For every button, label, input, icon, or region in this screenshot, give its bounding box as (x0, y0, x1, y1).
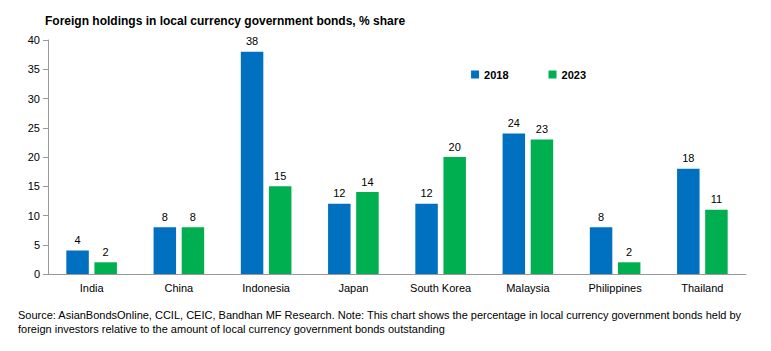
svg-text:Indonesia: Indonesia (242, 282, 291, 294)
svg-text:5: 5 (34, 239, 40, 251)
svg-text:Malaysia: Malaysia (506, 282, 550, 294)
svg-text:38: 38 (246, 35, 258, 47)
svg-text:China: China (165, 282, 195, 294)
svg-text:20: 20 (28, 151, 40, 163)
svg-text:25: 25 (28, 122, 40, 134)
svg-text:40: 40 (28, 34, 40, 46)
html-text:Source: AsianBondsOnline, CCIL: Source: AsianBondsOnline, CCIL, CEIC, Ba… (18, 309, 742, 335)
svg-text:8: 8 (190, 211, 196, 223)
svg-text:14: 14 (361, 176, 373, 188)
svg-text:0: 0 (34, 268, 40, 280)
svg-text:India: India (80, 282, 105, 294)
svg-text:18: 18 (682, 152, 694, 164)
svg-text:2023: 2023 (562, 69, 586, 81)
svg-text:15: 15 (274, 170, 286, 182)
svg-text:12: 12 (333, 187, 345, 199)
svg-text:Thailand: Thailand (681, 282, 723, 294)
svg-text:2: 2 (626, 246, 632, 258)
svg-text:12: 12 (420, 187, 432, 199)
svg-text:Philippines: Philippines (589, 282, 643, 294)
svg-text:23: 23 (536, 123, 548, 135)
svg-text:24: 24 (508, 117, 520, 129)
svg-text:30: 30 (28, 93, 40, 105)
svg-text:Foreign holdings in local curr: Foreign holdings in local currency gover… (45, 14, 405, 28)
svg-text:4: 4 (75, 234, 81, 246)
svg-text:35: 35 (28, 63, 40, 75)
svg-text:8: 8 (598, 211, 604, 223)
svg-text:8: 8 (162, 211, 168, 223)
svg-text:Japan: Japan (338, 282, 368, 294)
svg-text:2018: 2018 (484, 69, 508, 81)
svg-text:20: 20 (449, 141, 461, 153)
svg-text:15: 15 (28, 180, 40, 192)
svg-text:South Korea: South Korea (410, 282, 472, 294)
svg-text:2: 2 (103, 246, 109, 258)
svg-text:11: 11 (711, 193, 722, 205)
svg-text:10: 10 (28, 210, 40, 222)
